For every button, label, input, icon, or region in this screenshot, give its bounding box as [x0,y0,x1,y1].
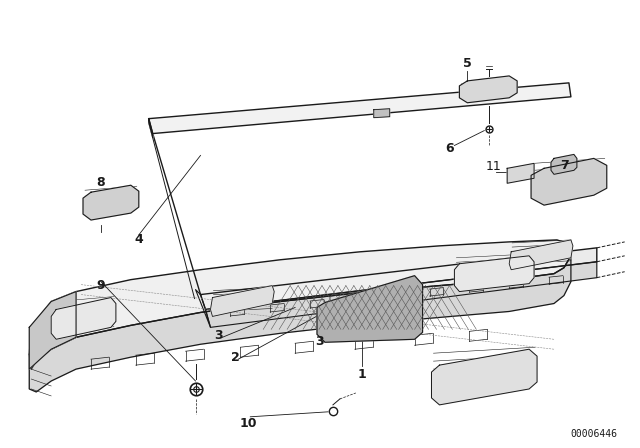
Polygon shape [374,109,390,118]
Polygon shape [551,155,577,174]
Polygon shape [211,286,274,316]
Polygon shape [29,292,76,369]
Text: 1: 1 [358,367,366,380]
Text: 7: 7 [561,159,570,172]
Text: 4: 4 [134,233,143,246]
Text: 3: 3 [316,335,324,348]
Text: 6: 6 [445,142,454,155]
Text: 11: 11 [485,160,501,173]
Polygon shape [509,240,573,270]
Text: 00006446: 00006446 [570,429,618,439]
Text: 3: 3 [214,329,223,342]
Text: 8: 8 [97,176,105,189]
Text: 9: 9 [97,279,105,292]
Polygon shape [200,248,596,310]
Polygon shape [460,76,517,103]
Polygon shape [507,164,534,183]
Text: 5: 5 [463,56,472,69]
Polygon shape [148,119,153,138]
Polygon shape [454,256,534,292]
Polygon shape [317,276,422,342]
Text: 10: 10 [239,417,257,430]
Polygon shape [51,297,116,339]
Polygon shape [148,83,571,134]
Polygon shape [29,240,571,369]
Polygon shape [83,185,139,220]
Polygon shape [205,262,596,327]
Polygon shape [531,159,607,205]
Polygon shape [431,349,537,405]
Polygon shape [196,289,211,327]
Text: 2: 2 [231,351,240,364]
Polygon shape [29,256,571,392]
